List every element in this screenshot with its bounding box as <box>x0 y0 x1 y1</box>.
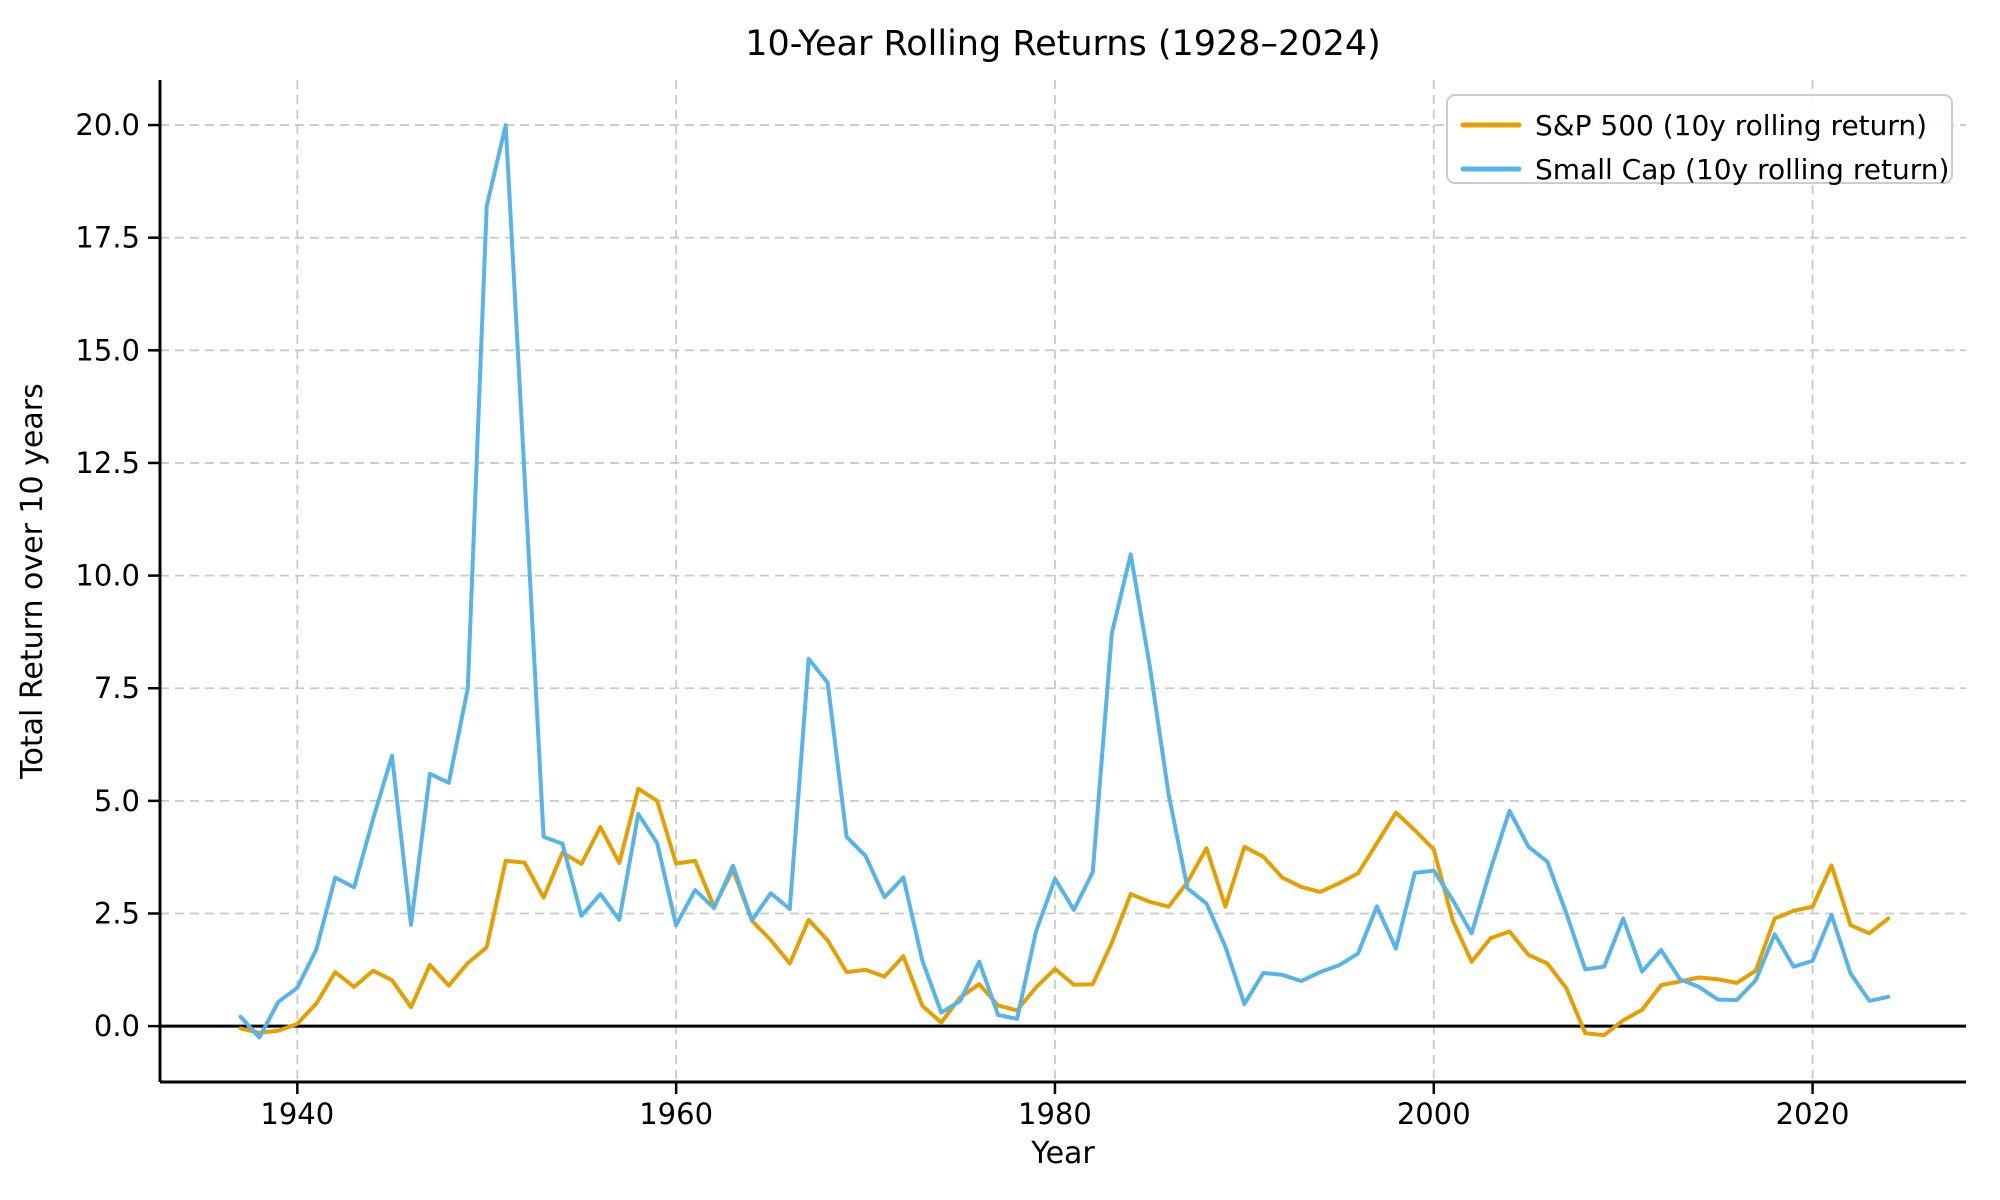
y-tick-label: 12.5 <box>75 446 140 480</box>
series-line-2 <box>238 123 1891 1040</box>
series-lines <box>238 123 1891 1040</box>
axes-spines <box>158 80 1966 1084</box>
y-tick-label: 10.0 <box>75 559 140 593</box>
legend-label-2: Small Cap (10y rolling return) <box>1535 153 1949 186</box>
tick-marks <box>148 123 1814 1094</box>
legend-box <box>1446 94 1953 184</box>
y-tick-label: 0.0 <box>94 1009 140 1043</box>
x-tick-label: 1980 <box>1018 1097 1092 1131</box>
y-tick-label: 15.0 <box>75 333 140 367</box>
legend-label-1: S&P 500 (10y rolling return) <box>1535 109 1927 142</box>
legend: S&P 500 (10y rolling return) Small Cap (1… <box>1446 94 1953 186</box>
y-axis-label: Total Return over 10 years <box>15 383 50 779</box>
x-axis-label: Year <box>1030 1136 1095 1171</box>
tick-labels: 1940 1960 1980 2000 2020 0.0 2.5 5.0 7.5 10.0 12.5… <box>75 108 1849 1131</box>
series-line-1 <box>238 786 1891 1038</box>
chart-title: 10-Year Rolling Returns (1928–2024) <box>745 24 1381 64</box>
x-tick-label: 1940 <box>260 1097 334 1131</box>
gridlines <box>160 80 1966 1082</box>
y-tick-label: 2.5 <box>94 896 140 930</box>
y-tick-label: 5.0 <box>94 784 140 818</box>
x-tick-label: 2020 <box>1776 1097 1850 1131</box>
x-tick-label: 1960 <box>639 1097 713 1131</box>
x-tick-label: 2000 <box>1397 1097 1471 1131</box>
y-tick-label: 7.5 <box>94 671 140 705</box>
y-tick-label: 17.5 <box>75 221 140 255</box>
y-tick-label: 20.0 <box>75 108 140 142</box>
